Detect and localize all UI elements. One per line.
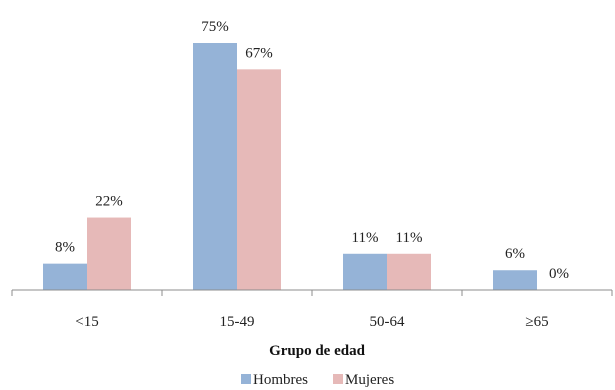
data-label-mujeres-0: 22% [95,194,123,210]
x-tick-label-3: ≥65 [525,314,548,330]
data-labels-group: 8% 22% 75% 67% 11% 11% 6% 0% [55,19,569,282]
bar-mujeres-0 [87,217,131,290]
data-label-mujeres-1: 67% [245,45,273,61]
x-axis-ticks [11,290,613,296]
legend-swatch-hombres [241,374,251,384]
bars-group [43,43,537,290]
legend: Hombres Mujeres [241,372,394,388]
x-tick-label-1: 15-49 [220,314,255,330]
bar-mujeres-2 [387,253,431,290]
x-tick-label-0: <15 [75,314,98,330]
data-label-hombres-1: 75% [201,19,229,35]
x-tick-label-2: 50-64 [370,314,405,330]
data-label-mujeres-2: 11% [396,230,423,246]
bar-hombres-1 [193,43,237,290]
legend-swatch-mujeres [333,374,343,384]
data-label-hombres-3: 6% [505,246,525,262]
legend-label-mujeres: Mujeres [345,372,394,388]
x-axis-title: Grupo de edad [269,343,366,359]
bar-hombres-0 [43,263,87,290]
x-axis-tick-labels: <15 15-49 50-64 ≥65 [75,314,548,330]
data-label-hombres-0: 8% [55,240,75,256]
bar-mujeres-1 [237,69,281,290]
legend-label-hombres: Hombres [253,372,308,388]
bar-hombres-2 [343,253,387,290]
data-label-mujeres-3: 0% [549,266,569,282]
data-label-hombres-2: 11% [352,230,379,246]
bar-hombres-3 [493,270,537,290]
